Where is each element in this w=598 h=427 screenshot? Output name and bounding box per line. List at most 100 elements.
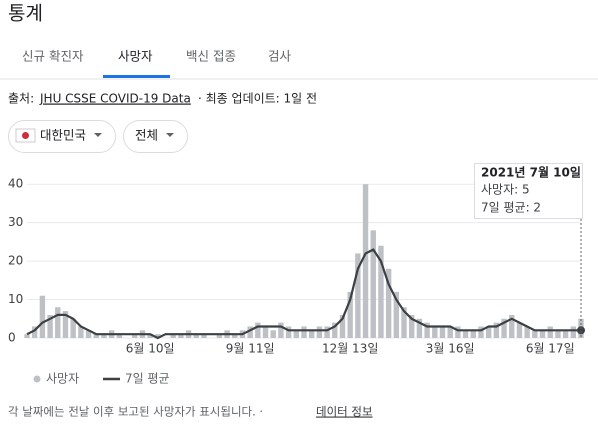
bar xyxy=(393,291,400,338)
tooltip-line: 7일 평균: 2 xyxy=(481,201,541,215)
legend: 사망자 7일 평균 xyxy=(33,372,170,386)
tab-indicator xyxy=(103,75,170,78)
bar xyxy=(232,334,238,338)
bar xyxy=(309,330,315,338)
bar xyxy=(570,326,576,338)
bar xyxy=(493,322,500,338)
tooltip xyxy=(474,163,583,219)
legend-label: 7일 평균 xyxy=(125,372,170,386)
bar xyxy=(355,253,361,338)
bar xyxy=(255,322,261,338)
bar xyxy=(316,326,323,338)
bar xyxy=(324,326,330,338)
bar xyxy=(278,322,284,338)
bar xyxy=(293,330,299,338)
tab-active[interactable]: 사망자 xyxy=(118,49,153,64)
bar xyxy=(147,334,153,338)
bar xyxy=(47,314,53,338)
source-link[interactable]: JHU CSSE COVID-19 Data xyxy=(39,92,191,106)
footnote: 각 날짜에는 전날 이후 보고된 사망자가 표시됩니다. · xyxy=(8,405,263,419)
bar xyxy=(416,318,423,338)
bar xyxy=(447,326,453,338)
dropdown-label: 대한민국 xyxy=(40,128,86,143)
bar xyxy=(101,334,107,338)
bar xyxy=(178,334,184,338)
bar xyxy=(262,326,269,338)
y-tick-label: 20 xyxy=(8,254,23,268)
tab[interactable]: 신규 확진자 xyxy=(22,49,84,64)
bar xyxy=(93,334,99,338)
bar xyxy=(216,334,223,338)
range-dropdown[interactable] xyxy=(123,120,188,153)
bar xyxy=(539,330,546,338)
bar xyxy=(116,334,123,338)
y-tick-label: 10 xyxy=(8,292,23,306)
bar xyxy=(385,268,392,338)
bar xyxy=(55,307,61,338)
source-label: 출처: xyxy=(8,92,34,106)
bar xyxy=(332,322,338,338)
bar xyxy=(32,326,38,338)
tooltip-date: 2021년 7월 10일 xyxy=(481,165,581,180)
bar xyxy=(485,326,492,338)
avg-line xyxy=(26,248,581,340)
bar xyxy=(62,311,69,338)
bar xyxy=(201,334,207,338)
bar xyxy=(39,295,46,338)
bar xyxy=(301,326,307,338)
bar xyxy=(424,322,430,338)
bar xyxy=(70,318,76,338)
bar xyxy=(555,330,561,338)
bar xyxy=(439,326,446,338)
bar xyxy=(532,330,538,338)
bar xyxy=(401,307,407,338)
bar xyxy=(370,230,376,338)
bar xyxy=(501,318,507,338)
bar xyxy=(85,330,92,338)
legend-swatch xyxy=(33,375,41,383)
x-tick-label: 6월 17일 xyxy=(526,342,575,356)
bar xyxy=(24,334,30,338)
bar xyxy=(270,330,276,338)
bar xyxy=(432,326,438,338)
bar xyxy=(524,326,530,338)
bar xyxy=(509,314,515,338)
bar xyxy=(347,291,353,338)
bar xyxy=(362,184,369,338)
tab[interactable]: 백신 접종 xyxy=(186,49,236,64)
x-tick-label: 9월 11일 xyxy=(226,342,275,356)
bar xyxy=(378,245,384,338)
x-tick-label: 12월 13일 xyxy=(322,342,378,356)
bar xyxy=(247,326,253,338)
legend-label: 사망자 xyxy=(46,372,79,386)
y-tick-label: 40 xyxy=(8,177,23,191)
data-info-link[interactable]: 데이터 정보 xyxy=(316,405,373,419)
y-tick-label: 0 xyxy=(8,331,16,345)
bar xyxy=(285,326,292,338)
bar xyxy=(193,334,199,338)
dropdown-label: 전체 xyxy=(135,128,158,143)
bar xyxy=(339,314,346,338)
tab[interactable]: 검사 xyxy=(268,49,292,64)
bar xyxy=(78,326,84,338)
avg-point xyxy=(577,326,585,335)
bar xyxy=(170,334,176,338)
tooltip-line: 사망자: 5 xyxy=(481,183,530,197)
bar xyxy=(455,326,461,338)
plot: 0 10 20 30 40 6월 10일 9월 11일 12월 13일 3월 16일 6월 17일 xyxy=(8,177,585,356)
caret xyxy=(94,133,102,137)
bar xyxy=(470,330,476,338)
updated: · 최종 업데이트: 1일 전 xyxy=(198,92,317,106)
bar xyxy=(409,314,415,338)
bar xyxy=(547,326,553,338)
x-tick-label: 6월 10일 xyxy=(126,342,175,356)
bar xyxy=(516,322,523,338)
title: 통계 xyxy=(8,3,43,25)
bar xyxy=(462,330,469,338)
bar xyxy=(478,326,484,338)
flag-emblem xyxy=(22,132,29,139)
y-tick-label: 30 xyxy=(8,215,23,229)
x-tick-label: 3월 16일 xyxy=(426,342,475,356)
